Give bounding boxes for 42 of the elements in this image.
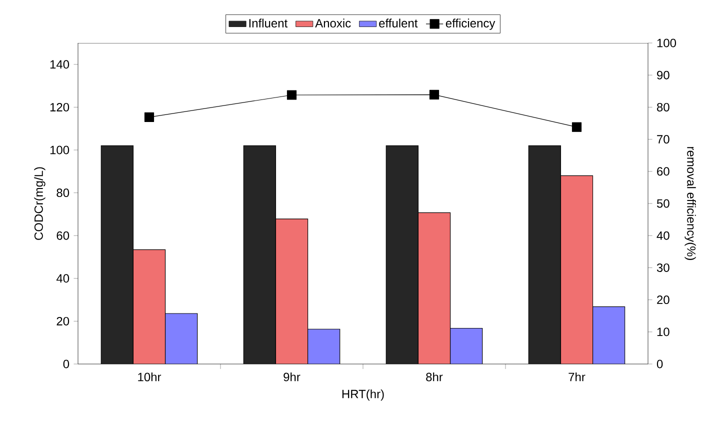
bar <box>386 146 418 364</box>
bar <box>276 218 308 364</box>
y2-tick-label: 30 <box>656 263 670 272</box>
y2-tick-label: 80 <box>656 102 670 112</box>
point <box>572 122 582 132</box>
y2-tick-label: 50 <box>656 199 670 208</box>
y-tick-label: 120 <box>50 102 70 112</box>
legend-label: effulent <box>379 18 418 28</box>
y2-tick-label: 90 <box>657 70 670 80</box>
y2-axis-title: removal efficiency(%) <box>684 147 696 260</box>
x-tick-label: 9hr <box>284 372 300 382</box>
point <box>286 90 297 100</box>
legend-label: efficiency <box>446 18 496 30</box>
bar <box>560 175 594 364</box>
bar <box>528 145 562 364</box>
legend-label: Influent <box>249 18 288 28</box>
y-tick-label: 20 <box>56 316 70 326</box>
legend-label: Anoxic <box>315 18 351 28</box>
y2-tick-label: 10 <box>657 328 670 336</box>
bar <box>101 146 134 364</box>
y-tick-label: 140 <box>50 60 70 69</box>
x-tick-label: 10hr <box>138 372 162 382</box>
y-tick-label: 100 <box>50 146 70 154</box>
y2-tick-label: 0 <box>656 360 663 368</box>
point <box>429 90 440 100</box>
y-axis-title: CODCr(mg/L) <box>34 167 46 240</box>
y-tick-label: 0 <box>63 360 70 368</box>
y-tick-label: 80 <box>56 188 70 198</box>
y2-tick-label: 40 <box>656 231 670 240</box>
x-tick-label: 7hr <box>568 372 586 382</box>
y-tick-label: 60 <box>56 231 70 240</box>
y2-tick-label: 20 <box>657 296 670 304</box>
y-tick-label: 40 <box>56 274 70 283</box>
bar <box>133 250 166 364</box>
x-tick-label: 8hr <box>426 372 443 382</box>
bar <box>418 212 450 364</box>
point <box>144 112 154 122</box>
y2-tick-label: 100 <box>657 38 676 48</box>
bar <box>244 146 276 364</box>
x-axis-title: HRT(hr) <box>342 389 384 401</box>
y2-tick-label: 70 <box>657 135 670 144</box>
y2-tick-label: 60 <box>657 167 670 176</box>
